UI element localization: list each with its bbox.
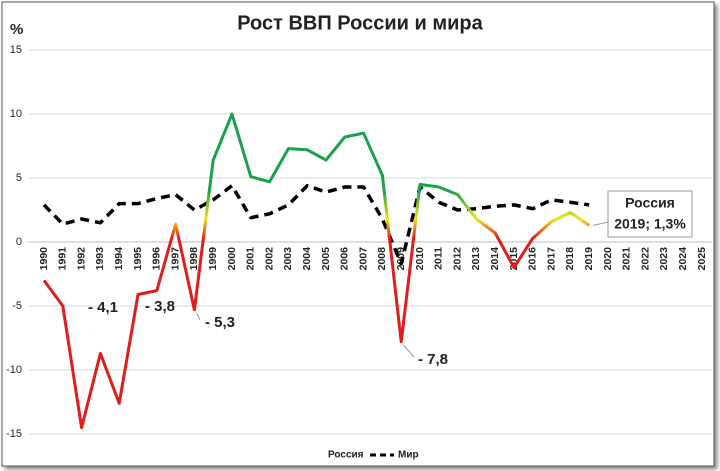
y-tick-label: -5	[12, 300, 22, 312]
y-tick-label: -10	[6, 364, 22, 376]
annotation: - 4,1	[88, 299, 118, 316]
legend-label: Мир	[398, 450, 419, 461]
x-tick-label: 2011	[433, 247, 445, 270]
chart-title: Рост ВВП России и мира	[237, 12, 483, 34]
x-tick-label: 1995	[132, 247, 144, 271]
leader	[402, 344, 415, 358]
x-tick-label: 2008	[376, 247, 388, 271]
x-tick-label: 2003	[282, 247, 294, 271]
x-tick-label: 2002	[263, 247, 275, 271]
x-tick-label: 1998	[188, 247, 200, 271]
series-line	[42, 183, 590, 266]
x-tick-label: 2016	[527, 247, 539, 271]
x-tick-label: 1994	[113, 247, 125, 271]
x-tick-label: 1992	[75, 247, 87, 271]
x-tick-label: 2006	[339, 247, 351, 271]
x-tick-label: 2001	[245, 247, 257, 271]
x-tick-label: 1990	[38, 247, 50, 271]
leader	[195, 312, 201, 321]
x-tick-label: 2010	[414, 247, 426, 271]
x-tick-label: 1999	[207, 247, 219, 271]
x-tick-label: 2012	[451, 247, 463, 271]
x-tick-label: 2018	[564, 247, 576, 271]
x-tick-label: 2005	[320, 247, 332, 271]
x-tick-label: 1997	[169, 247, 181, 271]
annotation: - 7,8	[418, 351, 448, 368]
y-axis-label: %	[10, 21, 23, 38]
annotation: - 3,8	[145, 298, 175, 315]
x-tick-label: 1991	[57, 247, 69, 271]
x-tick-label: 2024	[677, 247, 689, 271]
x-tick-label: 2014	[489, 247, 501, 271]
callout-text: 2019; 1,3%	[614, 216, 686, 232]
y-tick-label: 10	[10, 108, 22, 120]
y-tick-label: 5	[16, 172, 22, 184]
x-tick-label: 2022	[639, 247, 651, 271]
x-tick-label: 2025	[696, 247, 708, 271]
callout-text: Россия	[625, 195, 675, 211]
y-tick-label: 0	[16, 236, 22, 248]
y-tick-label: 15	[10, 44, 22, 56]
x-tick-label: 2023	[658, 247, 670, 271]
legend-label: Россия	[328, 450, 364, 461]
x-tick-label: 2020	[602, 247, 614, 271]
callout-box	[607, 190, 693, 238]
x-tick-label: 2007	[357, 247, 369, 271]
x-tick-label: 2019	[583, 247, 595, 271]
leader	[593, 221, 609, 226]
x-tick-label: 1993	[94, 247, 106, 271]
annotation: - 5,3	[205, 314, 235, 331]
x-tick-label: 2013	[470, 247, 482, 271]
x-tick-label: 2017	[545, 247, 557, 271]
x-tick-label: 2021	[621, 247, 633, 271]
y-tick-label: -15	[6, 428, 22, 440]
x-tick-label: 2004	[301, 247, 313, 271]
x-tick-label: 2000	[226, 247, 238, 271]
x-tick-label: 1996	[151, 247, 163, 271]
series-line	[42, 112, 591, 430]
